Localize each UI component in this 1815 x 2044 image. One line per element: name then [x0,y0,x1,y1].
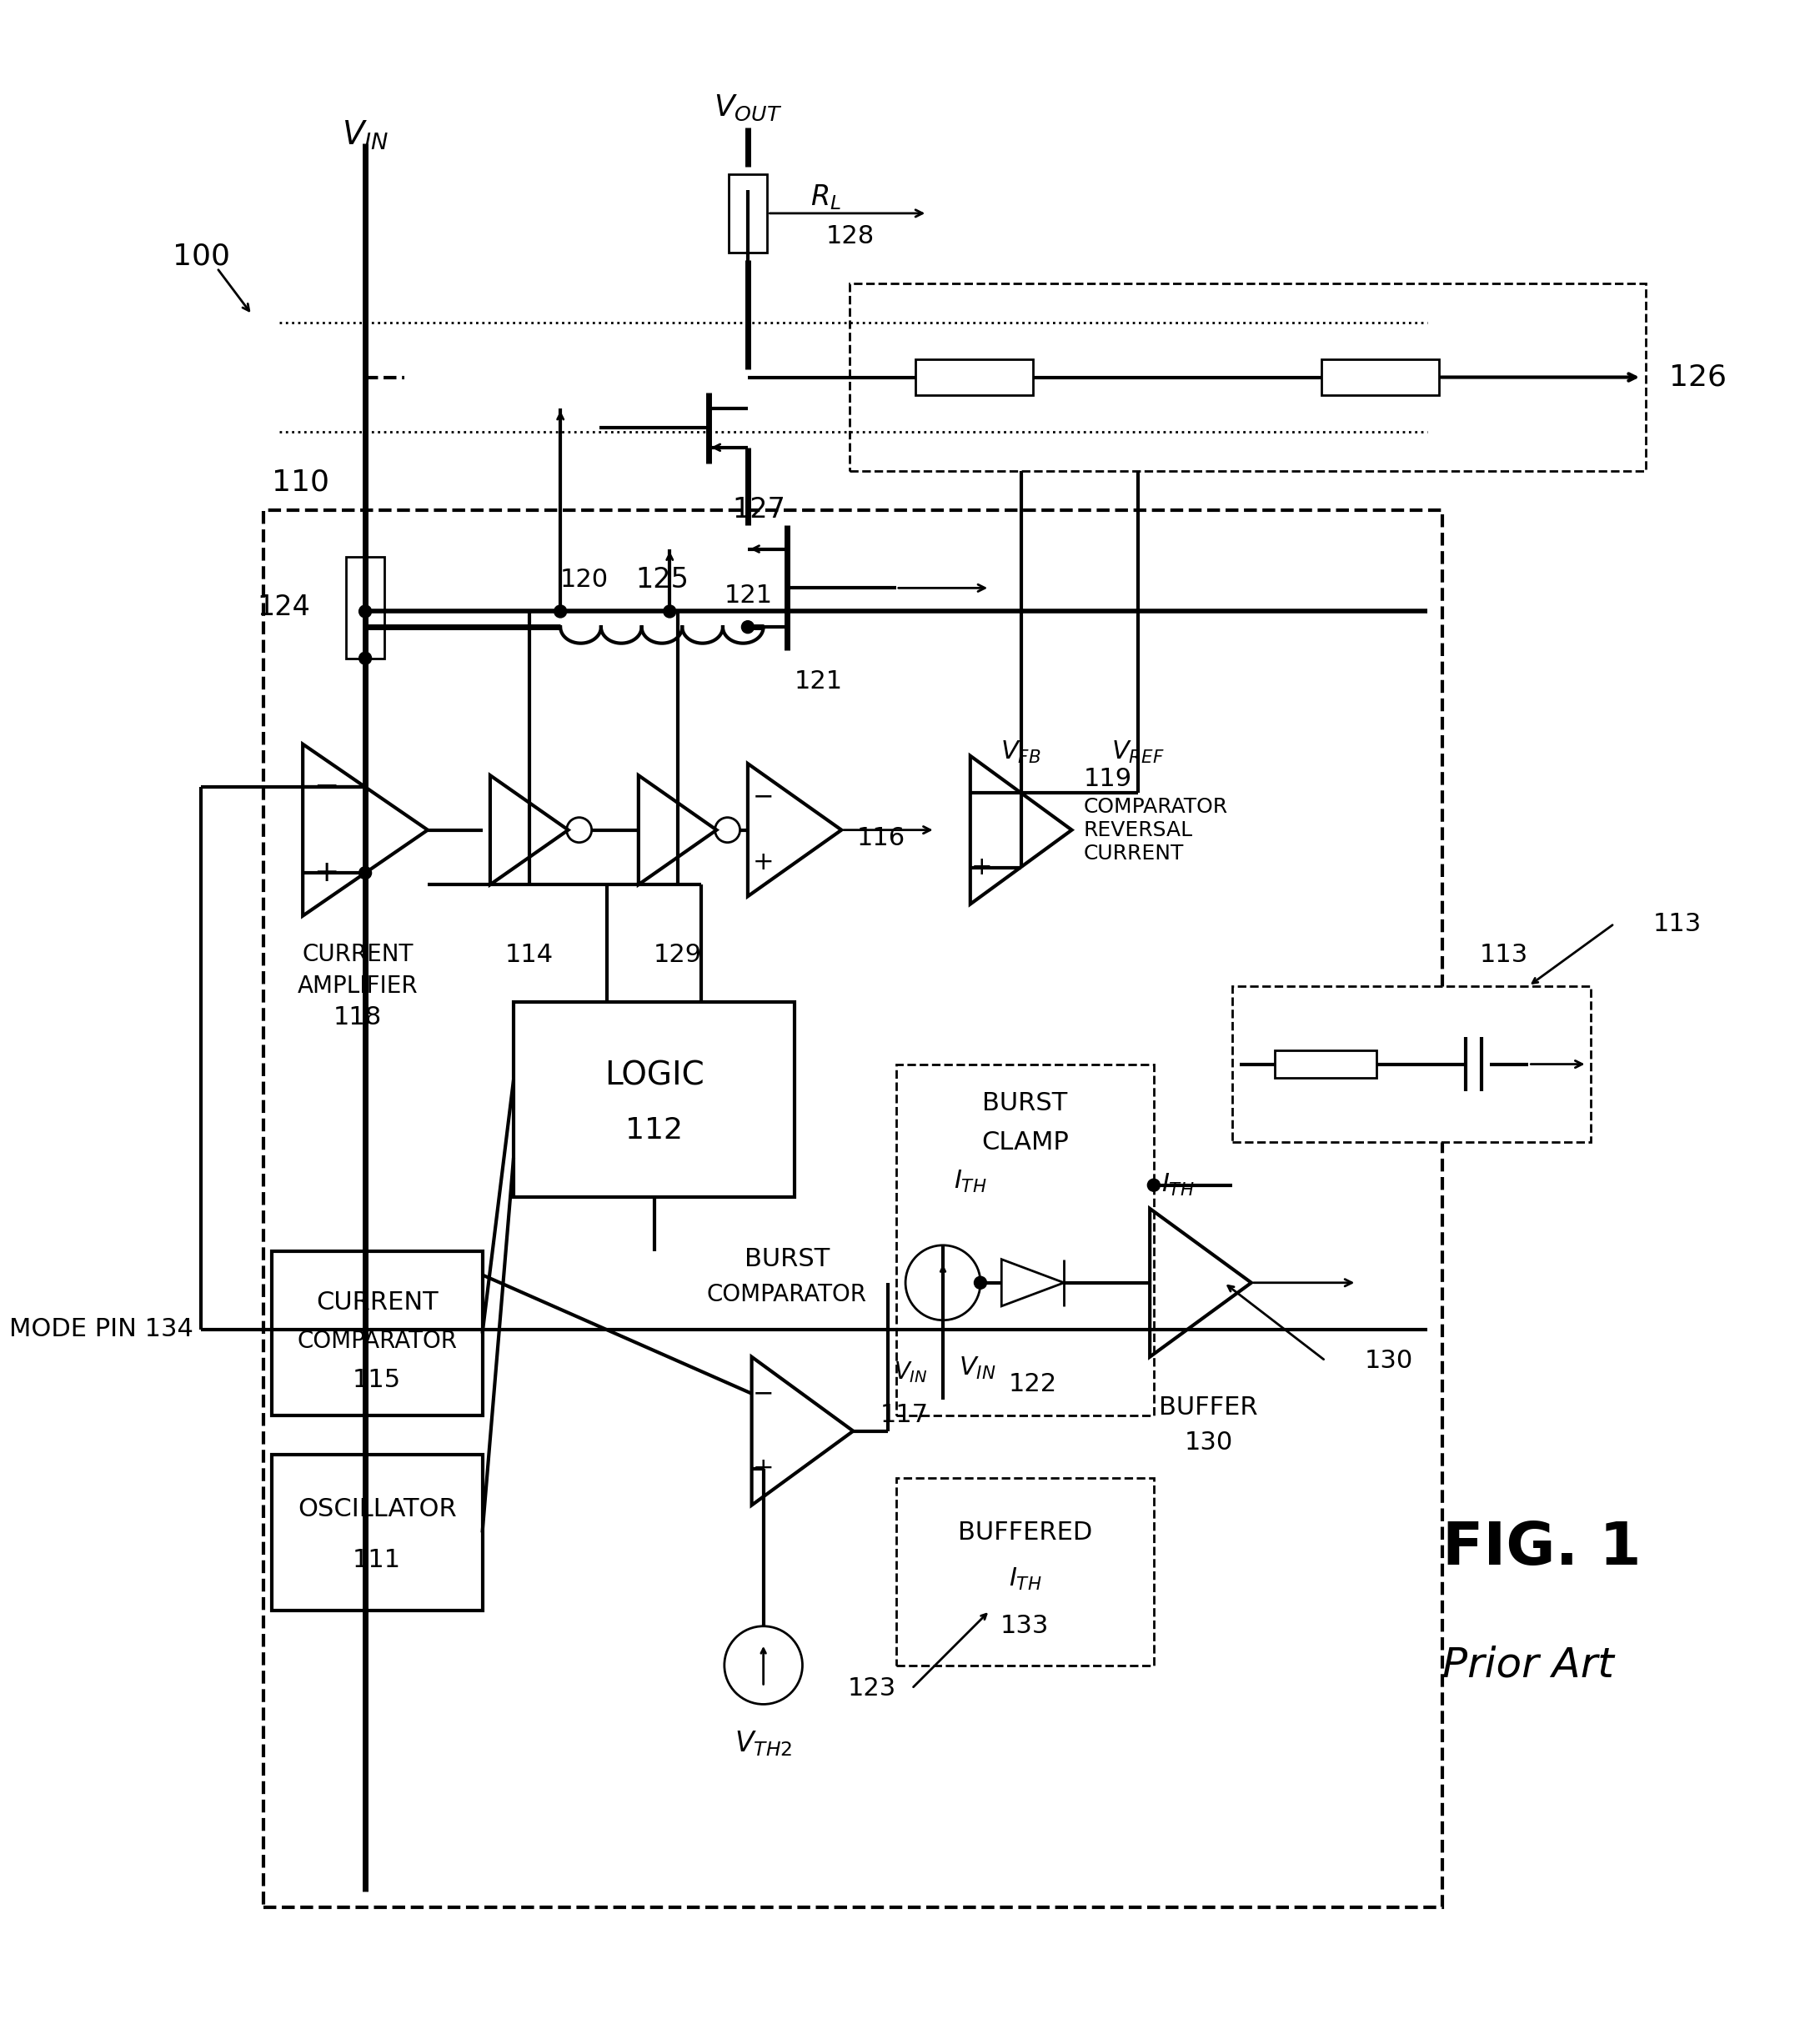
Circle shape [975,1275,987,1290]
Bar [915,360,1033,394]
Text: AMPLIFIER: AMPLIFIER [298,975,417,997]
Text: COMPARATOR: COMPARATOR [1084,797,1227,816]
Text: 119: 119 [1084,766,1133,791]
Text: REVERSAL: REVERSAL [1084,820,1192,840]
Text: $I_{TH}$: $I_{TH}$ [955,1169,987,1194]
Bar [1321,360,1439,394]
Text: 133: 133 [1000,1615,1049,1639]
Text: 111: 111 [352,1547,401,1572]
Text: BURST: BURST [744,1247,829,1271]
Text: LOGIC: LOGIC [604,1061,704,1091]
Text: 124: 124 [258,593,310,621]
Text: CURRENT: CURRENT [1084,844,1183,863]
Text: 123: 123 [848,1676,897,1701]
Text: 126: 126 [1670,364,1726,390]
Text: 100: 100 [172,241,231,270]
Text: 113: 113 [1653,912,1702,936]
Text: 128: 128 [826,225,875,249]
Bar [728,174,768,251]
Text: $V_{IN}$: $V_{IN}$ [958,1355,996,1382]
Text: $R_L$: $R_L$ [809,184,840,213]
Bar [514,1002,795,1198]
Text: +: + [753,850,773,875]
Text: 114: 114 [505,942,554,967]
Text: 120: 120 [561,568,608,593]
Text: 127: 127 [731,497,786,523]
Text: OSCILLATOR: OSCILLATOR [298,1496,456,1521]
Text: 122: 122 [1009,1372,1056,1396]
Text: Prior Art: Prior Art [1443,1645,1614,1684]
Circle shape [664,605,675,617]
Text: $I_{TH}$: $I_{TH}$ [1009,1566,1042,1592]
Text: 113: 113 [1479,942,1528,967]
Circle shape [554,605,566,617]
Text: −: − [314,773,339,801]
Circle shape [359,605,372,617]
Bar [272,1251,483,1414]
Bar [1274,1051,1376,1077]
Text: 118: 118 [334,1006,381,1030]
Text: −: − [971,781,993,805]
Circle shape [742,621,753,634]
Text: 116: 116 [857,826,906,850]
Text: CURRENT: CURRENT [301,942,414,967]
Text: $V_{IN}$: $V_{IN}$ [893,1359,927,1386]
Text: 130: 130 [1183,1431,1232,1455]
Bar [1232,985,1592,1143]
Bar [897,1478,1154,1666]
Text: 121: 121 [724,585,773,607]
Text: CLAMP: CLAMP [982,1130,1069,1155]
Text: 130: 130 [1365,1349,1414,1374]
Bar [272,1455,483,1611]
Text: 112: 112 [626,1116,682,1145]
Text: FIG. 1: FIG. 1 [1443,1519,1641,1576]
Circle shape [359,867,372,879]
Bar [263,509,1443,1907]
Text: 117: 117 [880,1404,929,1427]
Bar [897,1065,1154,1414]
Text: $I_{TH}$: $I_{TH}$ [1162,1171,1194,1198]
Text: $V_{FB}$: $V_{FB}$ [1000,740,1042,764]
Text: BURST: BURST [982,1091,1067,1116]
Text: $V_{IN}$: $V_{IN}$ [341,119,388,151]
Text: CURRENT: CURRENT [316,1290,437,1314]
Circle shape [359,652,372,664]
Text: 110: 110 [272,468,329,497]
Bar [345,556,385,658]
Text: −: − [753,785,773,809]
Text: 115: 115 [352,1367,401,1392]
Text: $V_{OUT}$: $V_{OUT}$ [713,94,782,123]
Text: 121: 121 [795,670,844,693]
Circle shape [359,621,372,634]
Text: COMPARATOR: COMPARATOR [706,1284,868,1306]
Text: MODE PIN 134: MODE PIN 134 [9,1318,194,1341]
Text: +: + [971,854,993,879]
Text: −: − [753,1382,773,1406]
Text: BUFFERED: BUFFERED [958,1521,1093,1545]
Text: +: + [314,858,339,887]
Text: $V_{TH2}$: $V_{TH2}$ [735,1729,793,1758]
Text: 129: 129 [653,942,702,967]
Text: $V_{REF}$: $V_{REF}$ [1111,740,1165,764]
Text: BUFFER: BUFFER [1160,1396,1258,1421]
Bar [849,284,1646,470]
Text: 125: 125 [635,566,688,595]
Text: +: + [753,1457,773,1480]
Circle shape [1147,1179,1160,1192]
Text: COMPARATOR: COMPARATOR [298,1329,457,1353]
